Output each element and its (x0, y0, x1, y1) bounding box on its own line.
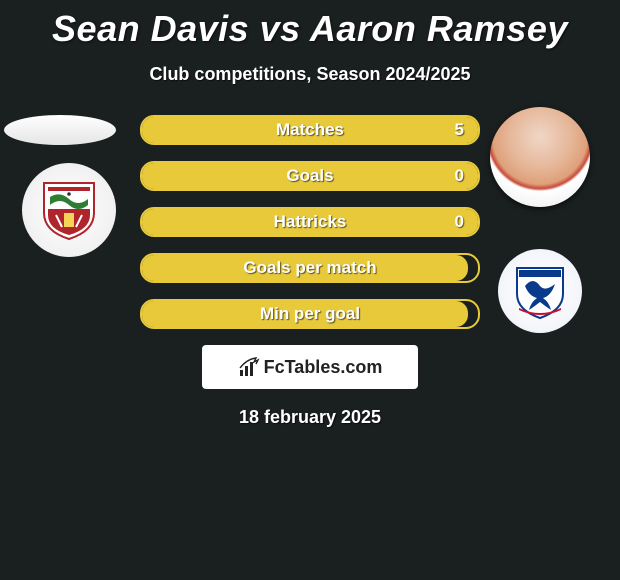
subtitle: Club competitions, Season 2024/2025 (0, 64, 620, 85)
page-title: Sean Davis vs Aaron Ramsey (0, 0, 620, 50)
fctables-logo-icon (238, 356, 260, 378)
comparison-stage: Matches5Goals0Hattricks0Goals per matchM… (0, 115, 620, 329)
player-right-avatar (490, 107, 590, 207)
stat-bar-list: Matches5Goals0Hattricks0Goals per matchM… (140, 115, 480, 329)
stat-bar-label: Goals per match (142, 258, 478, 278)
stat-bar-value: 5 (455, 120, 464, 140)
stat-bar: Min per goal (140, 299, 480, 329)
stat-bar: Hattricks0 (140, 207, 480, 237)
bristol-city-shield-icon (42, 179, 96, 241)
footer-brand-card: FcTables.com (202, 345, 418, 389)
player-left-avatar (4, 115, 116, 145)
stat-bar-value: 0 (455, 212, 464, 232)
stat-bar-label: Hattricks (142, 212, 478, 232)
footer-brand-text: FcTables.com (264, 357, 383, 378)
stat-bar: Matches5 (140, 115, 480, 145)
club-right-crest (498, 249, 582, 333)
date-text: 18 february 2025 (0, 407, 620, 428)
stat-bar: Goals0 (140, 161, 480, 191)
cardiff-city-shield-icon (515, 262, 565, 320)
club-left-crest (22, 163, 116, 257)
stat-bar-label: Matches (142, 120, 478, 140)
stat-bar: Goals per match (140, 253, 480, 283)
stat-bar-label: Goals (142, 166, 478, 186)
stat-bar-value: 0 (455, 166, 464, 186)
stat-bar-label: Min per goal (142, 304, 478, 324)
